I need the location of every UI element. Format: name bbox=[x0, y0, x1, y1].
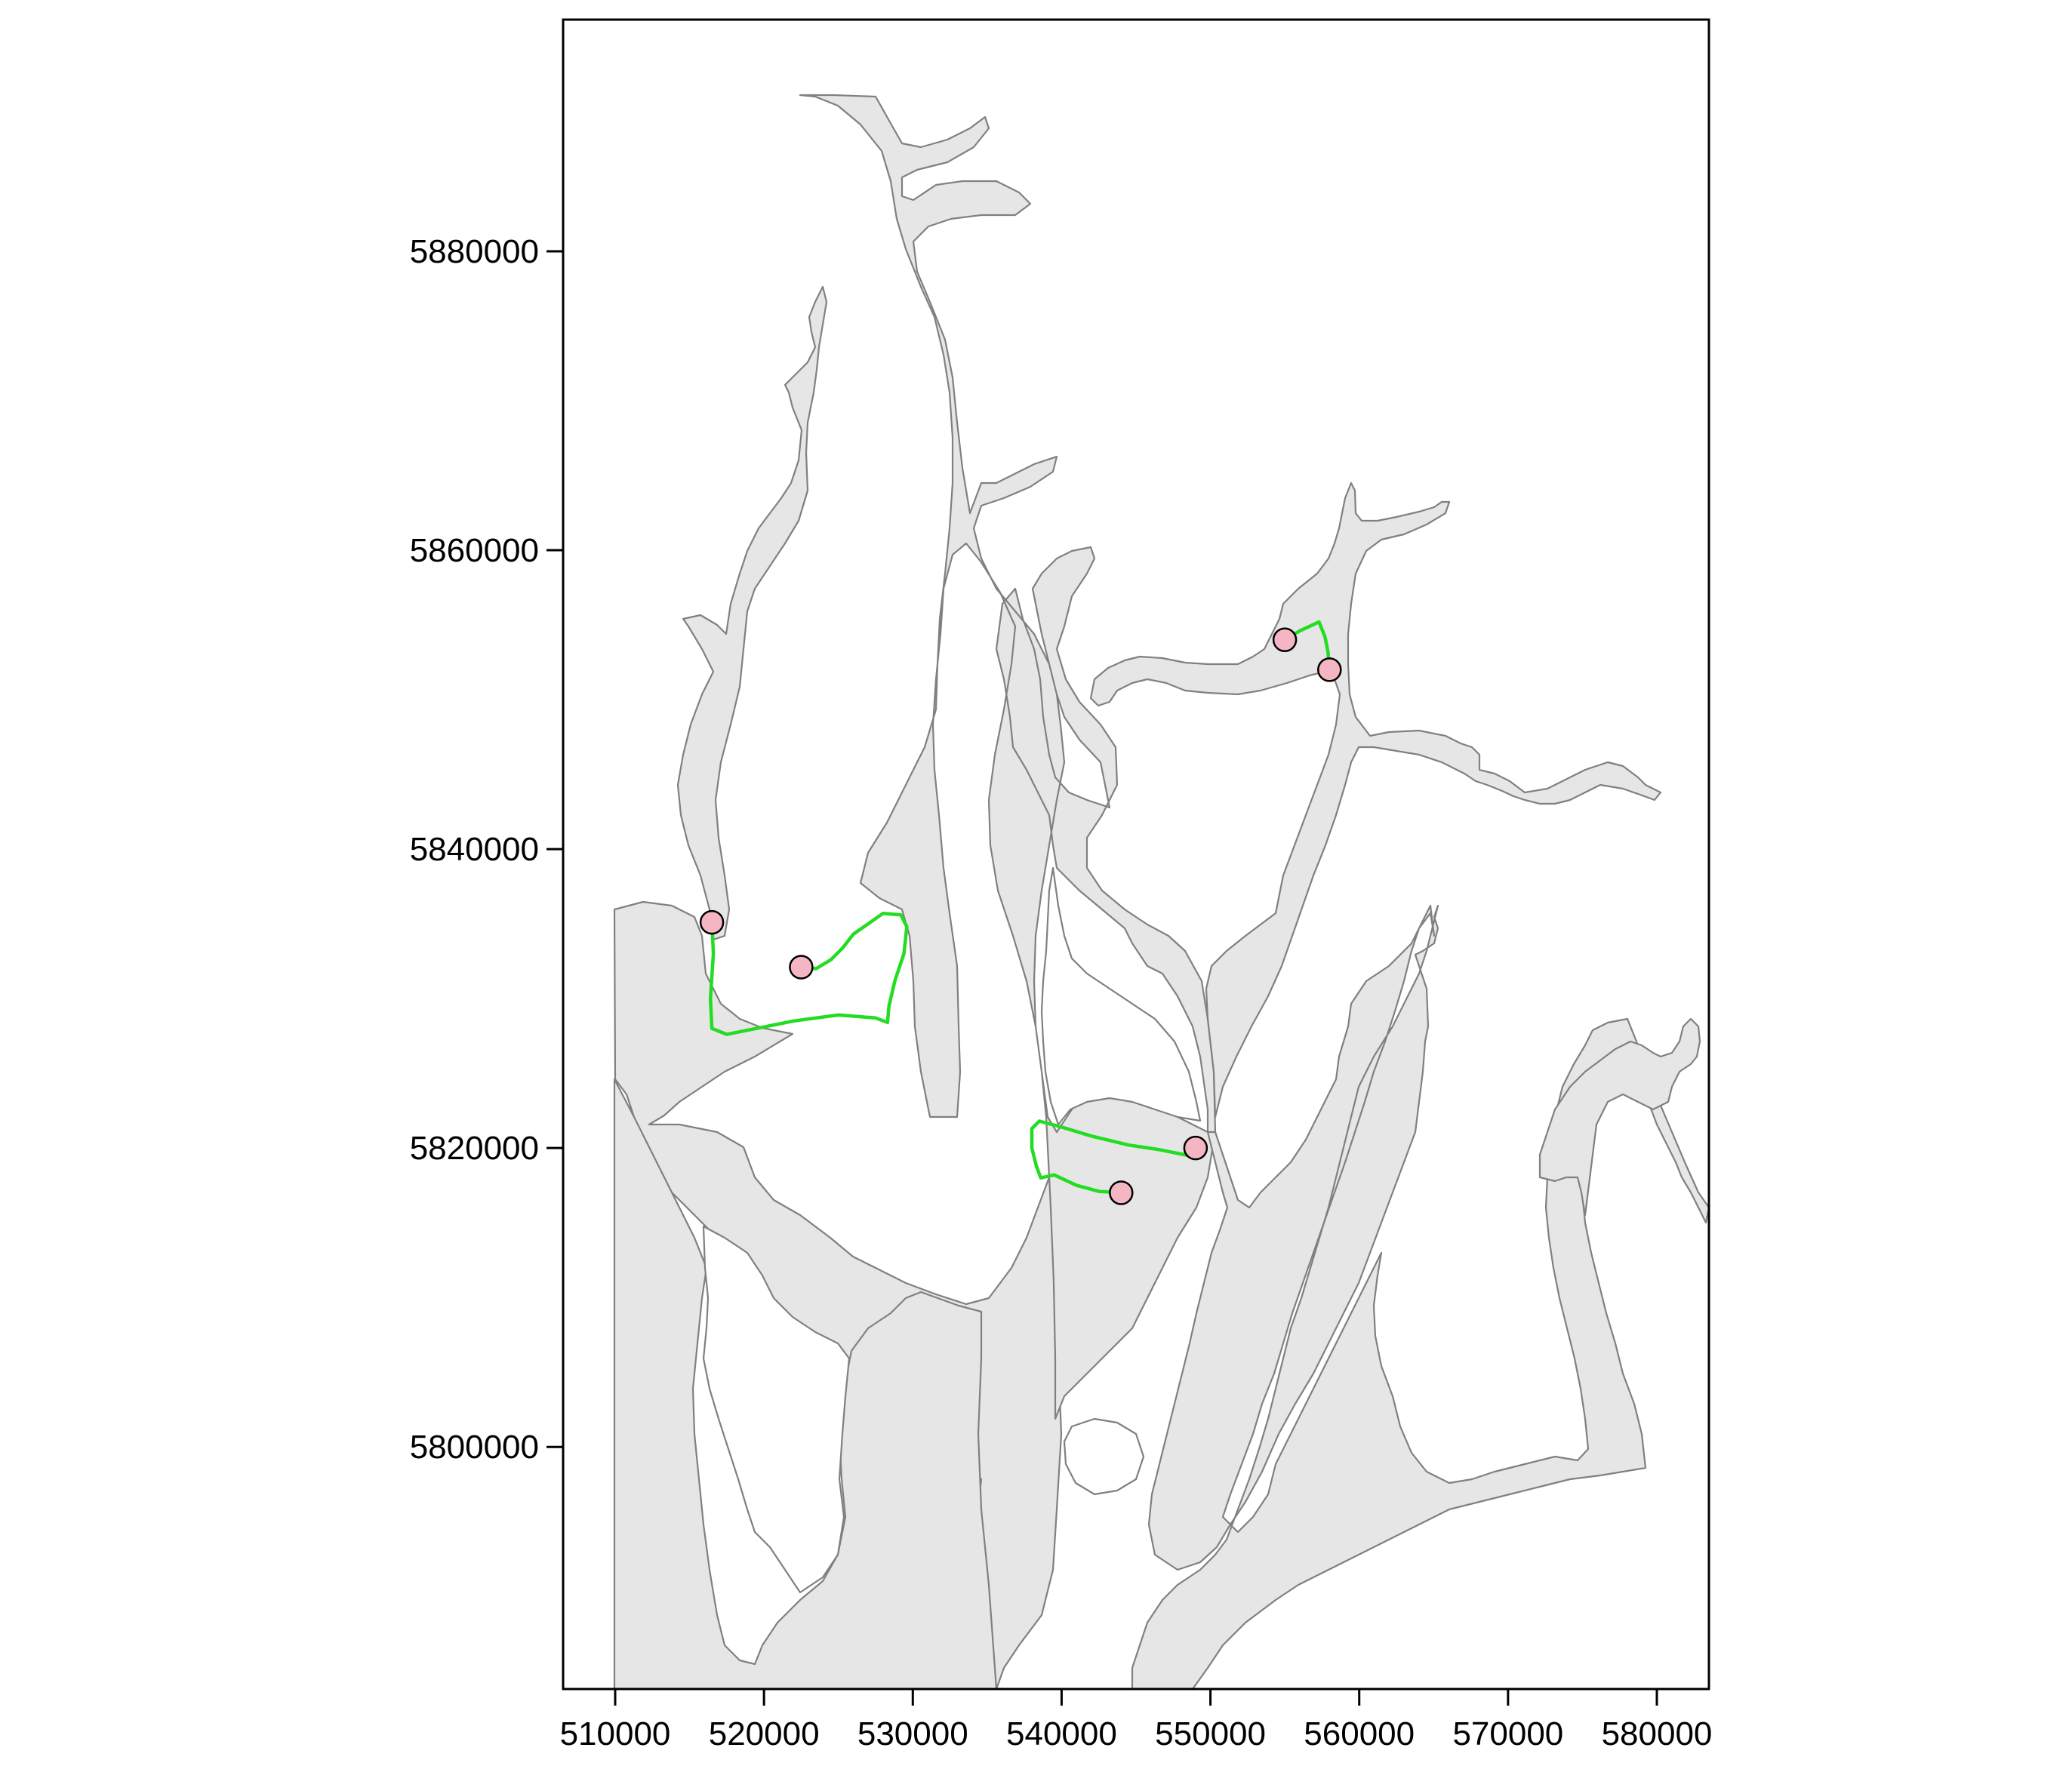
x-tick-label: 570000 bbox=[1452, 1715, 1563, 1752]
movement-track bbox=[708, 911, 909, 1036]
location-point bbox=[1109, 1180, 1134, 1205]
location-point bbox=[789, 955, 814, 980]
movement-track bbox=[1030, 1119, 1198, 1195]
x-axis: 510000 520000 530000 540000 550000 560000 5700… bbox=[560, 1689, 1713, 1752]
water-body bbox=[613, 94, 1710, 1691]
y-tick-label: 5880000 bbox=[410, 233, 539, 270]
y-tick-label: 5840000 bbox=[410, 831, 539, 868]
x-tick-label: 510000 bbox=[560, 1715, 671, 1752]
location-point bbox=[1183, 1135, 1208, 1161]
movement-track bbox=[1282, 620, 1332, 672]
location-point bbox=[1317, 657, 1342, 682]
water-polygon bbox=[1538, 1017, 1701, 1217]
location-point bbox=[699, 909, 725, 935]
x-tick-label: 520000 bbox=[709, 1715, 820, 1752]
x-tick-label: 550000 bbox=[1155, 1715, 1266, 1752]
land-island bbox=[1040, 866, 1202, 1126]
water-polygon bbox=[613, 1078, 998, 1691]
location-point bbox=[1272, 627, 1298, 653]
water-polygon bbox=[1089, 481, 1662, 1118]
water-polygon bbox=[676, 285, 828, 941]
land-island bbox=[702, 1225, 851, 1594]
x-tick-label: 530000 bbox=[857, 1715, 968, 1752]
x-tick-label: 560000 bbox=[1304, 1715, 1415, 1752]
location-points bbox=[699, 627, 1342, 1205]
movement-tracks bbox=[708, 620, 1332, 1195]
y-tick-label: 5860000 bbox=[410, 532, 539, 569]
land-island bbox=[1063, 1417, 1145, 1496]
x-tick-label: 540000 bbox=[1006, 1715, 1117, 1752]
y-tick-label: 5820000 bbox=[410, 1130, 539, 1167]
y-axis: 5800000 5820000 5840000 5860000 5880000 bbox=[410, 233, 563, 1466]
x-tick-label: 580000 bbox=[1602, 1715, 1713, 1752]
y-tick-label: 5800000 bbox=[410, 1429, 539, 1466]
plot-frame bbox=[562, 18, 1710, 1691]
